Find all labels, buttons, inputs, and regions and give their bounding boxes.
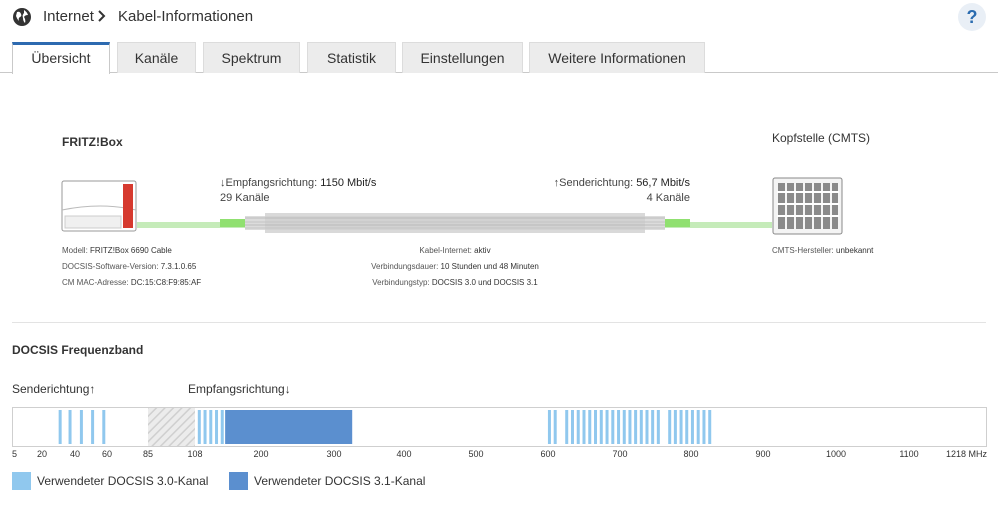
downstream-docsis30-bar xyxy=(651,410,655,444)
downstream-band-label: Empfangsrichtung↓ xyxy=(188,382,291,396)
cable-status-info: Kabel-Internet: aktiv xyxy=(419,246,491,255)
frequency-tick-label: 400 xyxy=(396,449,412,459)
downstream-docsis30-bar xyxy=(565,410,569,444)
model-info: Modell: FRITZ!Box 6690 Cable xyxy=(62,246,172,255)
guard-band xyxy=(148,408,195,446)
cmts-device-icon xyxy=(772,177,843,235)
downstream-docsis30-bar xyxy=(203,410,207,444)
downstream-docsis30-bar xyxy=(656,410,660,444)
mac-address-info: CM MAC-Adresse: DC:15:C8:F9:85:AF xyxy=(62,278,202,287)
downstream-docsis30-bar xyxy=(645,410,649,444)
tab-bar: Übersicht Kanäle Spektrum Statistik Eins… xyxy=(0,42,998,74)
connection-type-info: Verbindungstyp: DOCSIS 3.0 und DOCSIS 3.… xyxy=(372,278,538,287)
docsis-software-info: DOCSIS-Software-Version: 7.3.1.0.65 xyxy=(62,262,197,271)
upstream-rate: ↑Senderichtung: 56,7 Mbit/s xyxy=(553,177,690,189)
downstream-docsis30-bar xyxy=(673,410,677,444)
downstream-docsis30-bar xyxy=(611,410,615,444)
legend-swatch-docsis30 xyxy=(12,472,31,490)
downstream-docsis31-block xyxy=(225,410,353,444)
downstream-docsis30-bar xyxy=(605,410,609,444)
downstream-docsis30-bar xyxy=(628,410,632,444)
downstream-docsis30-bar xyxy=(547,410,551,444)
downstream-docsis30-bar xyxy=(197,410,201,444)
tab-statistik[interactable]: Statistik xyxy=(307,42,396,73)
downstream-rate: ↓Empfangsrichtung: 1150 Mbit/s xyxy=(220,177,377,189)
device-title: FRITZ!Box xyxy=(62,135,123,149)
downstream-docsis30-bar xyxy=(582,410,586,444)
cmts-title: Kopfstelle (CMTS) xyxy=(772,131,871,145)
globe-icon xyxy=(13,8,31,26)
frequency-band-title: DOCSIS Frequenzband xyxy=(12,343,144,357)
frequency-tick-label: 900 xyxy=(755,449,771,459)
downstream-docsis30-bar xyxy=(599,410,603,444)
upstream-channel-bar xyxy=(79,410,83,444)
legend-label-docsis31: Verwendeter DOCSIS 3.1-Kanal xyxy=(254,474,426,488)
tab-weitere-informationen[interactable]: Weitere Informationen xyxy=(529,42,705,73)
frequency-tick-label: 20 xyxy=(36,449,48,459)
frequency-tick-label: 108 xyxy=(187,449,203,459)
connection-duration-info: Verbindungsdauer: 10 Stunden und 48 Minu… xyxy=(371,262,539,271)
downstream-docsis30-bar xyxy=(685,410,689,444)
downstream-docsis30-bar xyxy=(639,410,643,444)
frequency-tick-label: 200 xyxy=(253,449,269,459)
upstream-channel-bar xyxy=(58,410,62,444)
downstream-docsis30-bar xyxy=(570,410,574,444)
downstream-docsis30-bar xyxy=(708,410,712,444)
tab-uebersicht[interactable]: Übersicht xyxy=(12,42,110,74)
help-button[interactable]: ? xyxy=(958,3,986,31)
upstream-channel-bar xyxy=(68,410,72,444)
downstream-docsis30-bar xyxy=(220,410,224,444)
downstream-docsis30-bar xyxy=(576,410,580,444)
downstream-docsis30-bar xyxy=(679,410,683,444)
downstream-channels: 29 Kanäle xyxy=(220,192,270,204)
section-divider xyxy=(12,322,986,323)
downstream-docsis30-bar xyxy=(553,410,557,444)
tab-einstellungen[interactable]: Einstellungen xyxy=(402,42,523,73)
legend-label-docsis30: Verwendeter DOCSIS 3.0-Kanal xyxy=(37,474,209,488)
frequency-tick-label: 800 xyxy=(683,449,699,459)
frequency-tick-label: 5 xyxy=(12,449,18,459)
downstream-docsis30-bar xyxy=(690,410,694,444)
upstream-channel-bar xyxy=(91,410,95,444)
frequency-band-chart xyxy=(12,407,987,447)
chevron-right-icon xyxy=(98,10,106,22)
tab-kanaele[interactable]: Kanäle xyxy=(117,42,196,73)
downstream-docsis30-bar xyxy=(588,410,592,444)
downstream-docsis30-bar xyxy=(617,410,621,444)
frequency-tick-label: 1100 xyxy=(899,449,919,459)
frequency-tick-label: 60 xyxy=(101,449,113,459)
downstream-docsis30-bar xyxy=(634,410,638,444)
downstream-docsis30-bar xyxy=(209,410,213,444)
frequency-tick-label: 40 xyxy=(69,449,81,459)
frequency-tick-label: 700 xyxy=(612,449,628,459)
frequency-tick-label: 1000 xyxy=(825,449,847,459)
downstream-docsis30-bar xyxy=(594,410,598,444)
frequency-tick-label: 500 xyxy=(468,449,484,459)
downstream-docsis30-bar xyxy=(215,410,219,444)
tab-spektrum[interactable]: Spektrum xyxy=(203,42,300,73)
downstream-docsis30-bar xyxy=(668,410,672,444)
cmts-vendor-info: CMTS-Hersteller: unbekannt xyxy=(772,246,874,255)
frequency-tick-label: 85 xyxy=(142,449,154,459)
channel-bundle xyxy=(245,213,665,233)
breadcrumb-internet[interactable]: Internet xyxy=(43,8,94,25)
upstream-channels: 4 Kanäle xyxy=(646,192,690,204)
downstream-docsis30-bar xyxy=(696,410,700,444)
frequency-tick-label: 600 xyxy=(540,449,556,459)
frequency-tick-label: 1218 MHz xyxy=(945,449,987,459)
downstream-docsis30-bar xyxy=(702,410,706,444)
legend-swatch-docsis31 xyxy=(229,472,248,490)
fritzbox-device-icon xyxy=(61,180,137,232)
upstream-channel-bar xyxy=(102,410,106,444)
frequency-tick-label: 300 xyxy=(326,449,342,459)
downstream-docsis30-bar xyxy=(622,410,626,444)
upstream-band-label: Senderichtung↑ xyxy=(12,382,96,396)
page-title: Kabel-Informationen xyxy=(118,8,254,25)
